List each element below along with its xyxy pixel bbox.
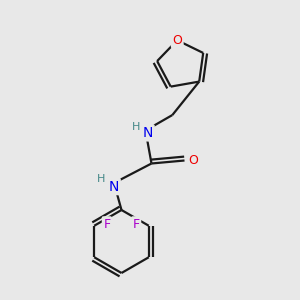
- Text: H: H: [132, 122, 140, 133]
- Text: N: N: [143, 126, 153, 140]
- Text: H: H: [97, 173, 106, 184]
- Text: F: F: [103, 218, 110, 231]
- Text: O: O: [188, 154, 198, 167]
- Text: F: F: [133, 218, 140, 231]
- Text: O: O: [172, 34, 182, 47]
- Text: N: N: [109, 180, 119, 194]
